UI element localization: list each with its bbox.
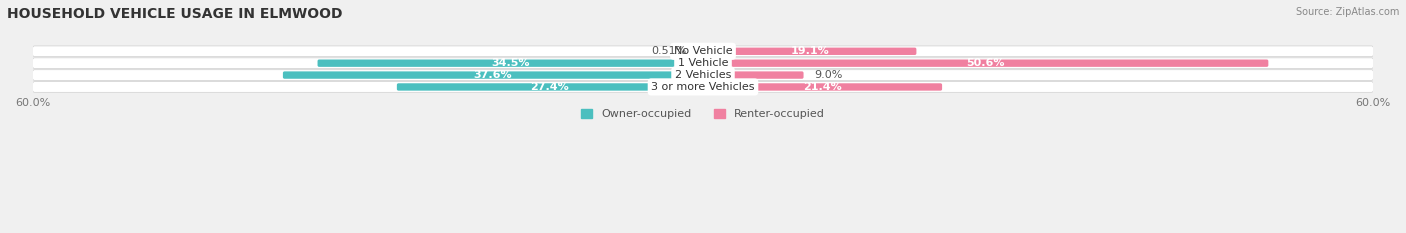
- FancyBboxPatch shape: [703, 83, 942, 91]
- Text: 34.5%: 34.5%: [491, 58, 530, 68]
- FancyBboxPatch shape: [703, 59, 1268, 67]
- Text: 27.4%: 27.4%: [530, 82, 569, 92]
- Text: 21.4%: 21.4%: [803, 82, 842, 92]
- FancyBboxPatch shape: [32, 70, 1374, 80]
- Legend: Owner-occupied, Renter-occupied: Owner-occupied, Renter-occupied: [576, 105, 830, 124]
- Text: No Vehicle: No Vehicle: [673, 46, 733, 56]
- FancyBboxPatch shape: [32, 58, 1374, 69]
- FancyBboxPatch shape: [32, 82, 1374, 92]
- FancyBboxPatch shape: [32, 46, 1374, 57]
- FancyBboxPatch shape: [283, 71, 703, 79]
- FancyBboxPatch shape: [697, 48, 703, 55]
- FancyBboxPatch shape: [703, 71, 804, 79]
- Text: 37.6%: 37.6%: [474, 70, 512, 80]
- Text: 1 Vehicle: 1 Vehicle: [678, 58, 728, 68]
- Text: 0.51%: 0.51%: [651, 46, 686, 56]
- Text: 9.0%: 9.0%: [814, 70, 844, 80]
- Text: 2 Vehicles: 2 Vehicles: [675, 70, 731, 80]
- Text: 50.6%: 50.6%: [966, 58, 1005, 68]
- FancyBboxPatch shape: [396, 83, 703, 91]
- FancyBboxPatch shape: [318, 59, 703, 67]
- Text: 19.1%: 19.1%: [790, 46, 830, 56]
- Text: HOUSEHOLD VEHICLE USAGE IN ELMWOOD: HOUSEHOLD VEHICLE USAGE IN ELMWOOD: [7, 7, 343, 21]
- Text: Source: ZipAtlas.com: Source: ZipAtlas.com: [1295, 7, 1399, 17]
- Text: 3 or more Vehicles: 3 or more Vehicles: [651, 82, 755, 92]
- FancyBboxPatch shape: [703, 48, 917, 55]
